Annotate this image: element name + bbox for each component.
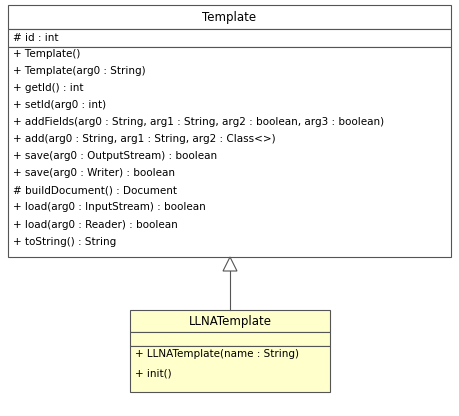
Bar bbox=[8, 29, 451, 47]
Text: LLNATemplate: LLNATemplate bbox=[189, 314, 272, 327]
Text: + load(arg0 : InputStream) : boolean: + load(arg0 : InputStream) : boolean bbox=[13, 203, 206, 213]
Bar bbox=[8, 5, 451, 29]
Bar bbox=[130, 310, 330, 332]
Text: + LLNATemplate(name : String): + LLNATemplate(name : String) bbox=[135, 349, 299, 359]
Text: + Template(): + Template() bbox=[13, 49, 80, 59]
Text: # id : int: # id : int bbox=[13, 33, 58, 43]
Text: Template: Template bbox=[202, 10, 257, 23]
Text: + setId(arg0 : int): + setId(arg0 : int) bbox=[13, 100, 106, 110]
Text: + add(arg0 : String, arg1 : String, arg2 : Class<>): + add(arg0 : String, arg1 : String, arg2… bbox=[13, 134, 275, 144]
Text: # buildDocument() : Document: # buildDocument() : Document bbox=[13, 186, 177, 196]
Text: + load(arg0 : Reader) : boolean: + load(arg0 : Reader) : boolean bbox=[13, 220, 178, 230]
Text: + save(arg0 : Writer) : boolean: + save(arg0 : Writer) : boolean bbox=[13, 168, 175, 178]
Text: + getId() : int: + getId() : int bbox=[13, 83, 84, 93]
Bar bbox=[8, 47, 451, 257]
Bar bbox=[130, 346, 330, 392]
Text: + addFields(arg0 : String, arg1 : String, arg2 : boolean, arg3 : boolean): + addFields(arg0 : String, arg1 : String… bbox=[13, 117, 384, 127]
Text: + init(): + init() bbox=[135, 369, 172, 379]
Polygon shape bbox=[223, 257, 237, 271]
Text: + toString() : String: + toString() : String bbox=[13, 237, 116, 247]
Text: + save(arg0 : OutputStream) : boolean: + save(arg0 : OutputStream) : boolean bbox=[13, 151, 217, 161]
Text: + Template(arg0 : String): + Template(arg0 : String) bbox=[13, 66, 146, 76]
Bar bbox=[130, 332, 330, 346]
